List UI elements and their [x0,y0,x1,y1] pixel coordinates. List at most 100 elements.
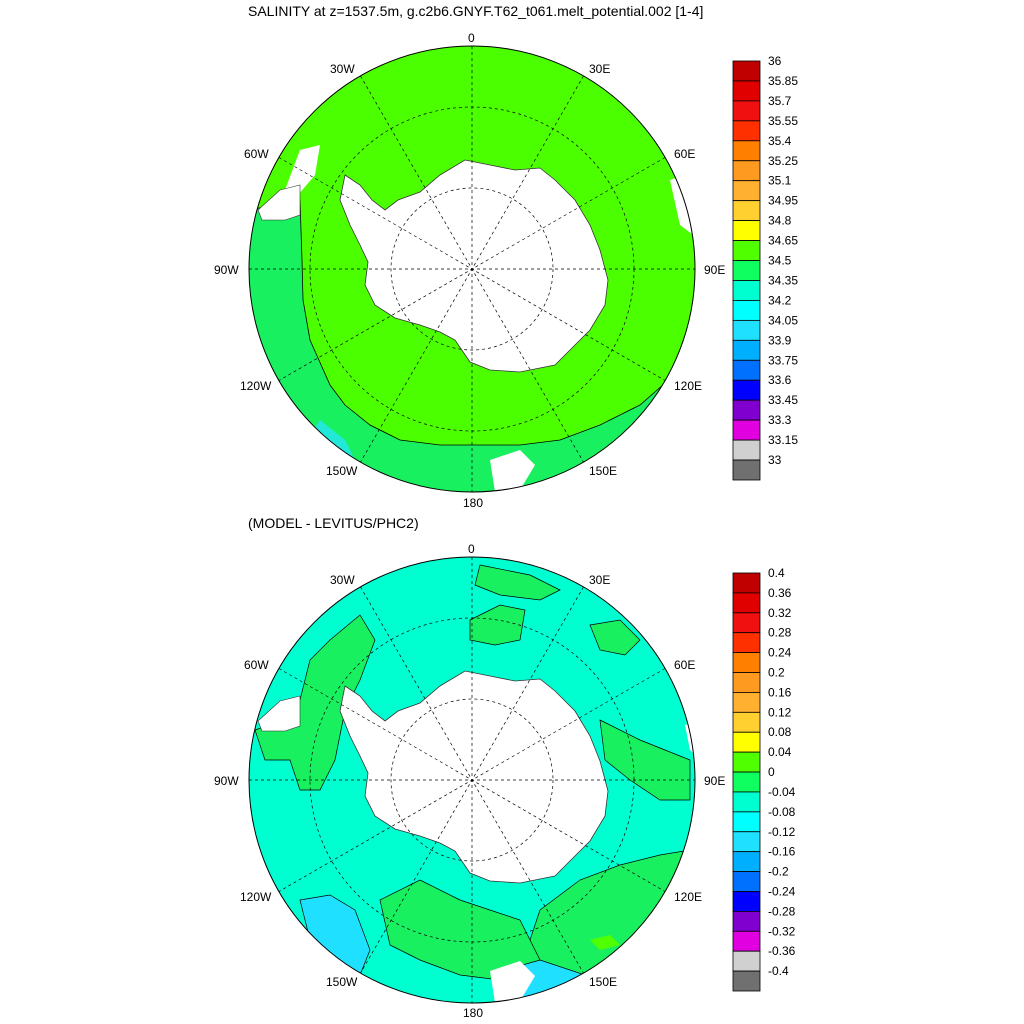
top-colorbar-box-11 [732,280,761,301]
top-colorbar-box-5 [732,160,761,182]
bottom-colorbar-label-20: -0.4 [768,964,789,978]
top-colorbar-label-4: 35.4 [768,134,792,148]
top-colorbar-label-7: 34.95 [768,194,798,208]
top-colorbar-box-14 [732,339,761,361]
top-colorbar-label-10: 34.5 [768,254,792,268]
bottom-colorbar-box-20 [732,970,761,992]
bottom-polar-map [248,556,696,1004]
top-colorbar-box-4 [732,140,761,162]
top-lon-60w: 60W [244,147,269,161]
top-colorbar-label-12: 34.2 [768,293,792,307]
bottom-colorbar-box-15 [732,871,761,892]
top-lon-90e: 90E [704,263,725,277]
bottom-lon-120w: 120W [240,890,272,904]
top-colorbar-label-2: 35.7 [768,94,792,108]
bottom-colorbar-box-11 [732,791,761,813]
bottom-colorbar-label-7: 0.12 [768,705,792,719]
bottom-positive-west [254,614,376,791]
bottom-colorbar-label-6: 0.16 [768,685,792,699]
bottom-colorbar-box-9 [732,751,761,773]
top-lon-180: 180 [463,496,483,510]
bottom-colorbar-box-13 [732,831,761,853]
top-colorbar: 36 35.85 35.7 35.55 35.4 35.25 35.1 34.95 34.8 34… [732,54,798,481]
bottom-colorbar-box-4 [732,652,761,673]
bottom-colorbar-box-5 [732,672,761,693]
top-colorbar-box-10 [732,260,761,281]
top-colorbar-box-6 [732,180,761,202]
top-colorbar-box-1 [732,80,761,102]
bottom-lon-30e: 30E [589,573,610,587]
top-colorbar-label-19: 33.15 [768,433,798,447]
top-lon-30e: 30E [589,62,610,76]
top-colorbar-box-15 [732,359,761,381]
top-colorbar-label-15: 33.75 [768,353,798,367]
bottom-colorbar-label-16: -0.24 [768,884,796,898]
bottom-positive-east [599,719,691,801]
top-colorbar-box-19 [732,439,761,461]
bottom-positive-south2 [590,935,620,950]
top-colorbar-box-3 [732,120,761,142]
top-colorbar-label-0: 36 [768,54,782,68]
bottom-graticule [249,557,695,1003]
top-colorbar-label-11: 34.35 [768,273,798,287]
top-colorbar-box-17 [732,399,761,421]
top-lon-120e: 120E [674,379,702,393]
top-colorbar-label-3: 35.55 [768,114,798,128]
bottom-colorbar-box-16 [732,891,761,912]
top-longitude-labels: 0 30E 60E 90E 120E 150E 180 150W 120W 90… [214,31,725,510]
top-colorbar-box-20 [732,459,761,481]
bottom-colorbar-label-15: -0.2 [768,865,789,879]
bottom-map-border [248,556,696,1004]
bottom-lon-120e: 120E [674,890,702,904]
top-colorbar-box-9 [732,240,761,261]
bottom-colorbar-box-1 [732,592,761,614]
bottom-lon-60w: 60W [244,658,269,672]
top-colorbar-label-1: 35.85 [768,74,798,88]
top-peninsula [285,145,320,195]
bottom-colorbar-label-11: -0.04 [768,785,796,799]
bottom-colorbar-box-3 [732,632,761,654]
bottom-colorbar-label-14: -0.16 [768,845,796,859]
bottom-antarctica [339,670,609,884]
top-colorbar-box-13 [732,319,761,341]
bottom-colorbar-label-3: 0.28 [768,626,792,640]
top-low-salinity-band [249,199,695,492]
top-polar-map [248,45,696,493]
top-lon-0: 0 [468,31,475,45]
bottom-colorbar-label-9: 0.04 [768,745,792,759]
top-map-border [248,45,696,493]
bottom-colorbar-label-18: -0.32 [768,924,796,938]
top-colorbar-label-20: 33 [768,453,782,467]
bottom-colorbar-box-19 [732,950,761,972]
top-colorbar-label-17: 33.45 [768,393,798,407]
bottom-colorbar-box-17 [732,910,761,932]
bottom-colorbar-label-5: 0.2 [768,666,785,680]
bottom-colorbar-box-7 [732,711,761,733]
top-colorbar-label-8: 34.8 [768,214,792,228]
top-colorbar-box-0 [732,60,761,82]
bottom-south-america [257,695,301,732]
bottom-colorbar-label-4: 0.24 [768,646,792,660]
bottom-lon-150w: 150W [326,975,358,989]
bottom-colorbar-box-14 [732,851,761,872]
top-colorbar-label-18: 33.3 [768,413,792,427]
top-colorbar-label-6: 35.1 [768,174,792,188]
bottom-lon-90w: 90W [214,774,239,788]
bottom-plot-title: (MODEL - LEVITUS/PHC2) [248,515,419,531]
bottom-colorbar-box-6 [732,692,761,713]
top-graticule [249,46,695,492]
top-colorbar-label-16: 33.6 [768,373,792,387]
top-lon-60e: 60E [674,147,695,161]
top-colorbar-box-8 [732,220,761,241]
bottom-colorbar-label-12: -0.08 [768,805,796,819]
top-lon-30w: 30W [330,62,355,76]
bottom-colorbar-label-0: 0.4 [768,566,785,580]
bottom-colorbar-label-17: -0.28 [768,904,796,918]
bottom-colorbar: 0.4 0.36 0.32 0.28 0.24 0.2 0.16 0.12 0.08 0.04 0 -… [732,566,796,992]
top-colorbar-box-2 [732,100,761,122]
top-colorbar-box-18 [732,419,761,441]
top-plot-title: SALINITY at z=1537.5m, g.c2b6.GNYF.T62_t… [248,3,704,19]
bottom-lon-60e: 60E [674,658,695,672]
top-colorbar-box-12 [732,300,761,321]
